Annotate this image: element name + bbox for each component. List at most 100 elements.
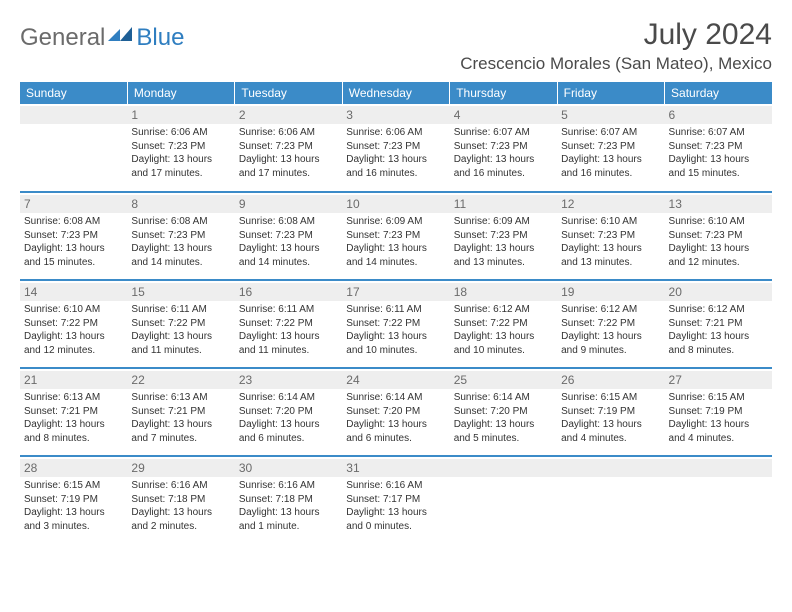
day-details: Sunrise: 6:09 AMSunset: 7:23 PMDaylight:… — [454, 215, 553, 269]
day-cell: 7Sunrise: 6:08 AMSunset: 7:23 PMDaylight… — [20, 192, 127, 280]
day-number: 21 — [20, 371, 127, 389]
day-details: Sunrise: 6:10 AMSunset: 7:22 PMDaylight:… — [24, 303, 123, 357]
day-details: Sunrise: 6:10 AMSunset: 7:23 PMDaylight:… — [669, 215, 768, 269]
day-number-empty — [450, 459, 557, 477]
day-number: 30 — [235, 459, 342, 477]
day-header-tuesday: Tuesday — [235, 82, 342, 104]
day-number: 29 — [127, 459, 234, 477]
logo-text-blue: Blue — [136, 24, 184, 52]
day-number: 19 — [557, 283, 664, 301]
day-cell: 3 Sunrise: 6:06 AMSunset: 7:23 PMDaylight… — [342, 104, 449, 192]
day-cell — [20, 104, 127, 192]
day-header-saturday: Saturday — [665, 82, 772, 104]
location-subtitle: Crescencio Morales (San Mateo), Mexico — [460, 54, 772, 74]
day-cell: 4 Sunrise: 6:07 AMSunset: 7:23 PMDaylight… — [450, 104, 557, 192]
day-details: Sunrise: 6:07 AMSunset: 7:23 PMDaylight:… — [669, 126, 768, 180]
week-row: 28 Sunrise: 6:15 AMSunset: 7:19 PMDayligh… — [20, 456, 772, 544]
day-cell: 16Sunrise: 6:11 AMSunset: 7:22 PMDayligh… — [235, 280, 342, 368]
day-number: 17 — [342, 283, 449, 301]
week-row: 1 Sunrise: 6:06 AMSunset: 7:23 PMDaylight… — [20, 104, 772, 192]
day-header-sunday: Sunday — [20, 82, 127, 104]
day-cell: 23 Sunrise: 6:14 AMSunset: 7:20 PMDayligh… — [235, 368, 342, 456]
day-number-empty — [557, 459, 664, 477]
header: General Blue July 2024 Crescencio Morale… — [20, 18, 772, 74]
day-cell: 21Sunrise: 6:13 AMSunset: 7:21 PMDayligh… — [20, 368, 127, 456]
day-number-empty — [20, 106, 127, 124]
day-cell: 20Sunrise: 6:12 AMSunset: 7:21 PMDayligh… — [665, 280, 772, 368]
day-details: Sunrise: 6:08 AMSunset: 7:23 PMDaylight:… — [131, 215, 230, 269]
day-details: Sunrise: 6:06 AMSunset: 7:23 PMDaylight:… — [346, 126, 445, 180]
day-details: Sunrise: 6:13 AMSunset: 7:21 PMDaylight:… — [131, 391, 230, 445]
week-row: 21Sunrise: 6:13 AMSunset: 7:21 PMDayligh… — [20, 368, 772, 456]
day-details: Sunrise: 6:15 AMSunset: 7:19 PMDaylight:… — [561, 391, 660, 445]
day-header-wednesday: Wednesday — [342, 82, 449, 104]
week-row: 14 Sunrise: 6:10 AMSunset: 7:22 PMDayligh… — [20, 280, 772, 368]
day-cell: 31 Sunrise: 6:16 AMSunset: 7:17 PMDayligh… — [342, 456, 449, 544]
day-details: Sunrise: 6:06 AMSunset: 7:23 PMDaylight:… — [239, 126, 338, 180]
day-details: Sunrise: 6:16 AMSunset: 7:18 PMDaylight:… — [239, 479, 338, 533]
day-number: 23 — [235, 371, 342, 389]
day-number: 12 — [557, 195, 664, 213]
day-details: Sunrise: 6:11 AMSunset: 7:22 PMDaylight:… — [131, 303, 230, 357]
day-number: 3 — [342, 106, 449, 124]
day-details: Sunrise: 6:07 AMSunset: 7:23 PMDaylight:… — [561, 126, 660, 180]
day-cell: 19 Sunrise: 6:12 AMSunset: 7:22 PMDayligh… — [557, 280, 664, 368]
day-cell: 28 Sunrise: 6:15 AMSunset: 7:19 PMDayligh… — [20, 456, 127, 544]
day-number: 5 — [557, 106, 664, 124]
day-cell — [450, 456, 557, 544]
day-cell: 27Sunrise: 6:15 AMSunset: 7:19 PMDayligh… — [665, 368, 772, 456]
day-number: 11 — [450, 195, 557, 213]
day-details: Sunrise: 6:08 AMSunset: 7:23 PMDaylight:… — [239, 215, 338, 269]
day-details: Sunrise: 6:07 AMSunset: 7:23 PMDaylight:… — [454, 126, 553, 180]
day-cell: 10 Sunrise: 6:09 AMSunset: 7:23 PMDayligh… — [342, 192, 449, 280]
logo-flag-icon — [108, 27, 134, 50]
calendar-body: 1 Sunrise: 6:06 AMSunset: 7:23 PMDaylight… — [20, 104, 772, 544]
day-cell — [665, 456, 772, 544]
calendar-header-row: SundayMondayTuesdayWednesdayThursdayFrid… — [20, 82, 772, 104]
logo-text-general: General — [20, 24, 105, 52]
month-title: July 2024 — [460, 18, 772, 52]
day-details: Sunrise: 6:14 AMSunset: 7:20 PMDaylight:… — [454, 391, 553, 445]
day-number: 25 — [450, 371, 557, 389]
day-number: 13 — [665, 195, 772, 213]
day-number: 22 — [127, 371, 234, 389]
day-number: 31 — [342, 459, 449, 477]
day-cell: 18Sunrise: 6:12 AMSunset: 7:22 PMDayligh… — [450, 280, 557, 368]
day-cell: 12Sunrise: 6:10 AMSunset: 7:23 PMDayligh… — [557, 192, 664, 280]
day-cell: 24Sunrise: 6:14 AMSunset: 7:20 PMDayligh… — [342, 368, 449, 456]
day-details: Sunrise: 6:15 AMSunset: 7:19 PMDaylight:… — [24, 479, 123, 533]
day-number: 24 — [342, 371, 449, 389]
day-number: 14 — [20, 283, 127, 301]
day-number: 2 — [235, 106, 342, 124]
day-cell: 5 Sunrise: 6:07 AMSunset: 7:23 PMDaylight… — [557, 104, 664, 192]
day-cell: 26 Sunrise: 6:15 AMSunset: 7:19 PMDayligh… — [557, 368, 664, 456]
day-number-empty — [665, 459, 772, 477]
day-details: Sunrise: 6:16 AMSunset: 7:17 PMDaylight:… — [346, 479, 445, 533]
day-details: Sunrise: 6:09 AMSunset: 7:23 PMDaylight:… — [346, 215, 445, 269]
day-number: 28 — [20, 459, 127, 477]
day-cell: 6Sunrise: 6:07 AMSunset: 7:23 PMDaylight… — [665, 104, 772, 192]
day-cell: 29 Sunrise: 6:16 AMSunset: 7:18 PMDayligh… — [127, 456, 234, 544]
day-number: 16 — [235, 283, 342, 301]
week-row: 7Sunrise: 6:08 AMSunset: 7:23 PMDaylight… — [20, 192, 772, 280]
day-cell: 8Sunrise: 6:08 AMSunset: 7:23 PMDaylight… — [127, 192, 234, 280]
day-details: Sunrise: 6:06 AMSunset: 7:23 PMDaylight:… — [131, 126, 230, 180]
day-cell — [557, 456, 664, 544]
day-details: Sunrise: 6:16 AMSunset: 7:18 PMDaylight:… — [131, 479, 230, 533]
day-cell: 9Sunrise: 6:08 AMSunset: 7:23 PMDaylight… — [235, 192, 342, 280]
day-cell: 30 Sunrise: 6:16 AMSunset: 7:18 PMDayligh… — [235, 456, 342, 544]
day-number: 20 — [665, 283, 772, 301]
day-number: 4 — [450, 106, 557, 124]
day-cell: 17Sunrise: 6:11 AMSunset: 7:22 PMDayligh… — [342, 280, 449, 368]
day-cell: 11 Sunrise: 6:09 AMSunset: 7:23 PMDayligh… — [450, 192, 557, 280]
day-number: 15 — [127, 283, 234, 301]
day-details: Sunrise: 6:14 AMSunset: 7:20 PMDaylight:… — [239, 391, 338, 445]
day-number: 26 — [557, 371, 664, 389]
day-details: Sunrise: 6:12 AMSunset: 7:22 PMDaylight:… — [561, 303, 660, 357]
day-number: 1 — [127, 106, 234, 124]
day-number: 18 — [450, 283, 557, 301]
day-details: Sunrise: 6:15 AMSunset: 7:19 PMDaylight:… — [669, 391, 768, 445]
day-number: 10 — [342, 195, 449, 213]
title-block: July 2024 Crescencio Morales (San Mateo)… — [460, 18, 772, 74]
day-details: Sunrise: 6:08 AMSunset: 7:23 PMDaylight:… — [24, 215, 123, 269]
